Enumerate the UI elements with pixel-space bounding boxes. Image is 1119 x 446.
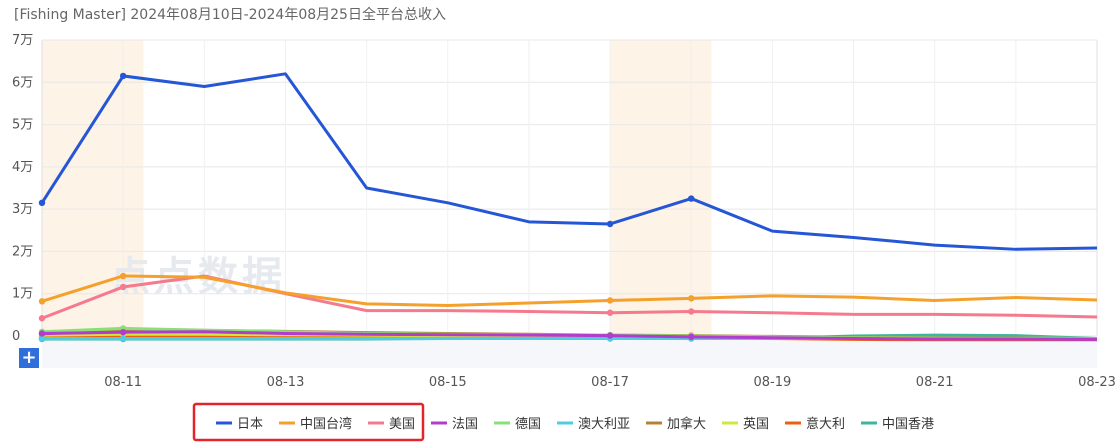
data-point[interactable]	[688, 195, 695, 202]
y-tick-label: 3万	[12, 202, 33, 217]
y-tick-label: 6万	[12, 75, 33, 90]
legend-item-美国[interactable]: 美国	[368, 417, 415, 432]
y-tick-label: 4万	[12, 160, 33, 175]
zoom-slider	[42, 338, 1097, 368]
legend-label: 美国	[389, 417, 415, 432]
data-point[interactable]	[119, 272, 127, 280]
data-point[interactable]	[688, 333, 695, 341]
x-tick-label: 08-15	[429, 375, 467, 390]
series-line-中国台湾[interactable]	[41, 274, 1098, 308]
x-axis: 08-11 08-13 08-15 08-17 08-19 08-21 08-23	[104, 375, 1116, 390]
legend-item-德国[interactable]: 德国	[494, 417, 541, 432]
zoom-in-button[interactable]: +	[19, 348, 39, 368]
data-point[interactable]	[119, 72, 127, 80]
legend: 日本 中国台湾 美国 法国 德国 澳大利亚 加拿大 英国 意大利 中国香港	[192, 402, 934, 442]
legend-item-日本[interactable]: 日本	[216, 417, 263, 432]
x-tick-label: 08-19	[753, 375, 791, 390]
data-point[interactable]	[606, 332, 614, 339]
data-point[interactable]	[119, 283, 127, 291]
legend-label: 意大利	[806, 416, 845, 432]
y-tick-label: 1万	[12, 287, 33, 302]
zoom-slider-track[interactable]	[42, 338, 1097, 368]
data-point[interactable]	[688, 308, 695, 315]
chart-title: [Fishing Master] 2024年08月10日-2024年08月25日…	[14, 7, 446, 23]
legend-label: 英国	[743, 417, 769, 432]
legend-item-中国台湾[interactable]: 中国台湾	[279, 416, 352, 432]
legend-label: 中国香港	[882, 417, 934, 432]
data-point[interactable]	[606, 309, 614, 316]
data-point[interactable]	[606, 220, 614, 228]
highlight-band-1	[610, 40, 712, 336]
data-point[interactable]	[38, 330, 46, 337]
x-tick-label: 08-13	[267, 375, 305, 390]
series-line-日本[interactable]	[40, 72, 1098, 251]
data-point[interactable]	[688, 295, 695, 302]
y-tick-label: 7万	[12, 33, 33, 48]
data-point[interactable]	[119, 335, 127, 342]
legend-label: 澳大利亚	[578, 416, 630, 432]
legend-item-加拿大[interactable]: 加拿大	[646, 416, 706, 432]
data-point[interactable]	[38, 335, 46, 342]
data-point[interactable]	[38, 315, 46, 322]
legend-label: 日本	[237, 417, 263, 432]
x-tick-label: 08-23	[1078, 375, 1116, 390]
legend-label: 法国	[452, 417, 478, 432]
legend-label: 加拿大	[667, 416, 706, 432]
legend-highlight-box	[192, 402, 425, 442]
legend-item-法国[interactable]: 法国	[431, 417, 478, 432]
y-tick-label: 5万	[12, 118, 33, 133]
data-point[interactable]	[38, 199, 46, 206]
series-line-法国[interactable]	[41, 330, 1098, 341]
y-tick-label: 2万	[12, 244, 33, 259]
data-point[interactable]	[119, 328, 127, 336]
x-tick-label: 08-11	[104, 375, 142, 390]
legend-item-英国[interactable]: 英国	[722, 417, 769, 432]
legend-item-澳大利亚[interactable]: 澳大利亚	[557, 416, 630, 432]
legend-item-意大利[interactable]: 意大利	[785, 416, 845, 432]
legend-label: 德国	[515, 417, 541, 432]
x-tick-label: 08-17	[591, 375, 629, 390]
series-lines	[38, 72, 1098, 343]
y-tick-label: 0	[12, 329, 20, 344]
x-tick-label: 08-21	[916, 375, 954, 390]
y-axis: 0 1万 2万 3万 4万 5万 6万 7万	[12, 33, 33, 344]
data-point[interactable]	[606, 297, 614, 304]
legend-label: 中国台湾	[300, 416, 352, 432]
data-point[interactable]	[38, 298, 46, 305]
legend-item-中国香港[interactable]: 中国香港	[861, 417, 934, 432]
